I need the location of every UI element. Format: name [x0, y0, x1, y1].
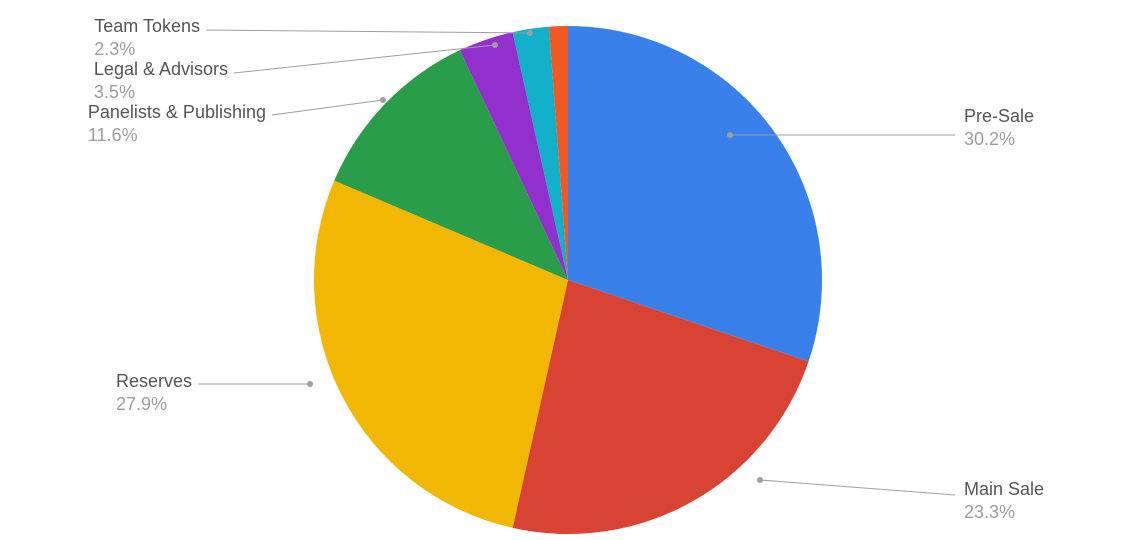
slice-label-presale: Pre-Sale30.2%: [964, 105, 1034, 150]
slice-label-legal: Legal & Advisors3.5%: [94, 58, 228, 103]
slice-label-pct: 27.9%: [116, 393, 192, 416]
slice-label-name: Main Sale: [964, 478, 1044, 501]
leader-dot-panelists: [380, 97, 386, 103]
leader-dot-mainsale: [757, 477, 763, 483]
leader-dot-reserves: [307, 381, 313, 387]
slice-label-name: Reserves: [116, 370, 192, 393]
slice-label-pct: 11.6%: [88, 124, 266, 147]
leader-dot-presale: [727, 132, 733, 138]
leader-line-mainsale: [760, 480, 955, 495]
leader-dot-legal: [492, 42, 498, 48]
slice-label-pct: 2.3%: [94, 38, 200, 61]
slice-label-mainsale: Main Sale23.3%: [964, 478, 1044, 523]
slice-label-name: Legal & Advisors: [94, 58, 228, 81]
slice-label-name: Pre-Sale: [964, 105, 1034, 128]
slice-label-panelists: Panelists & Publishing11.6%: [88, 101, 266, 146]
leader-line-panelists: [272, 100, 383, 115]
slice-label-pct: 3.5%: [94, 81, 228, 104]
leader-line-team: [206, 30, 530, 33]
slice-label-team: Team Tokens2.3%: [94, 15, 200, 60]
slice-label-reserves: Reserves27.9%: [116, 370, 192, 415]
slice-label-pct: 30.2%: [964, 128, 1034, 151]
leader-dot-team: [527, 30, 533, 36]
slice-label-name: Panelists & Publishing: [88, 101, 266, 124]
slice-label-pct: 23.3%: [964, 501, 1044, 524]
slice-label-name: Team Tokens: [94, 15, 200, 38]
